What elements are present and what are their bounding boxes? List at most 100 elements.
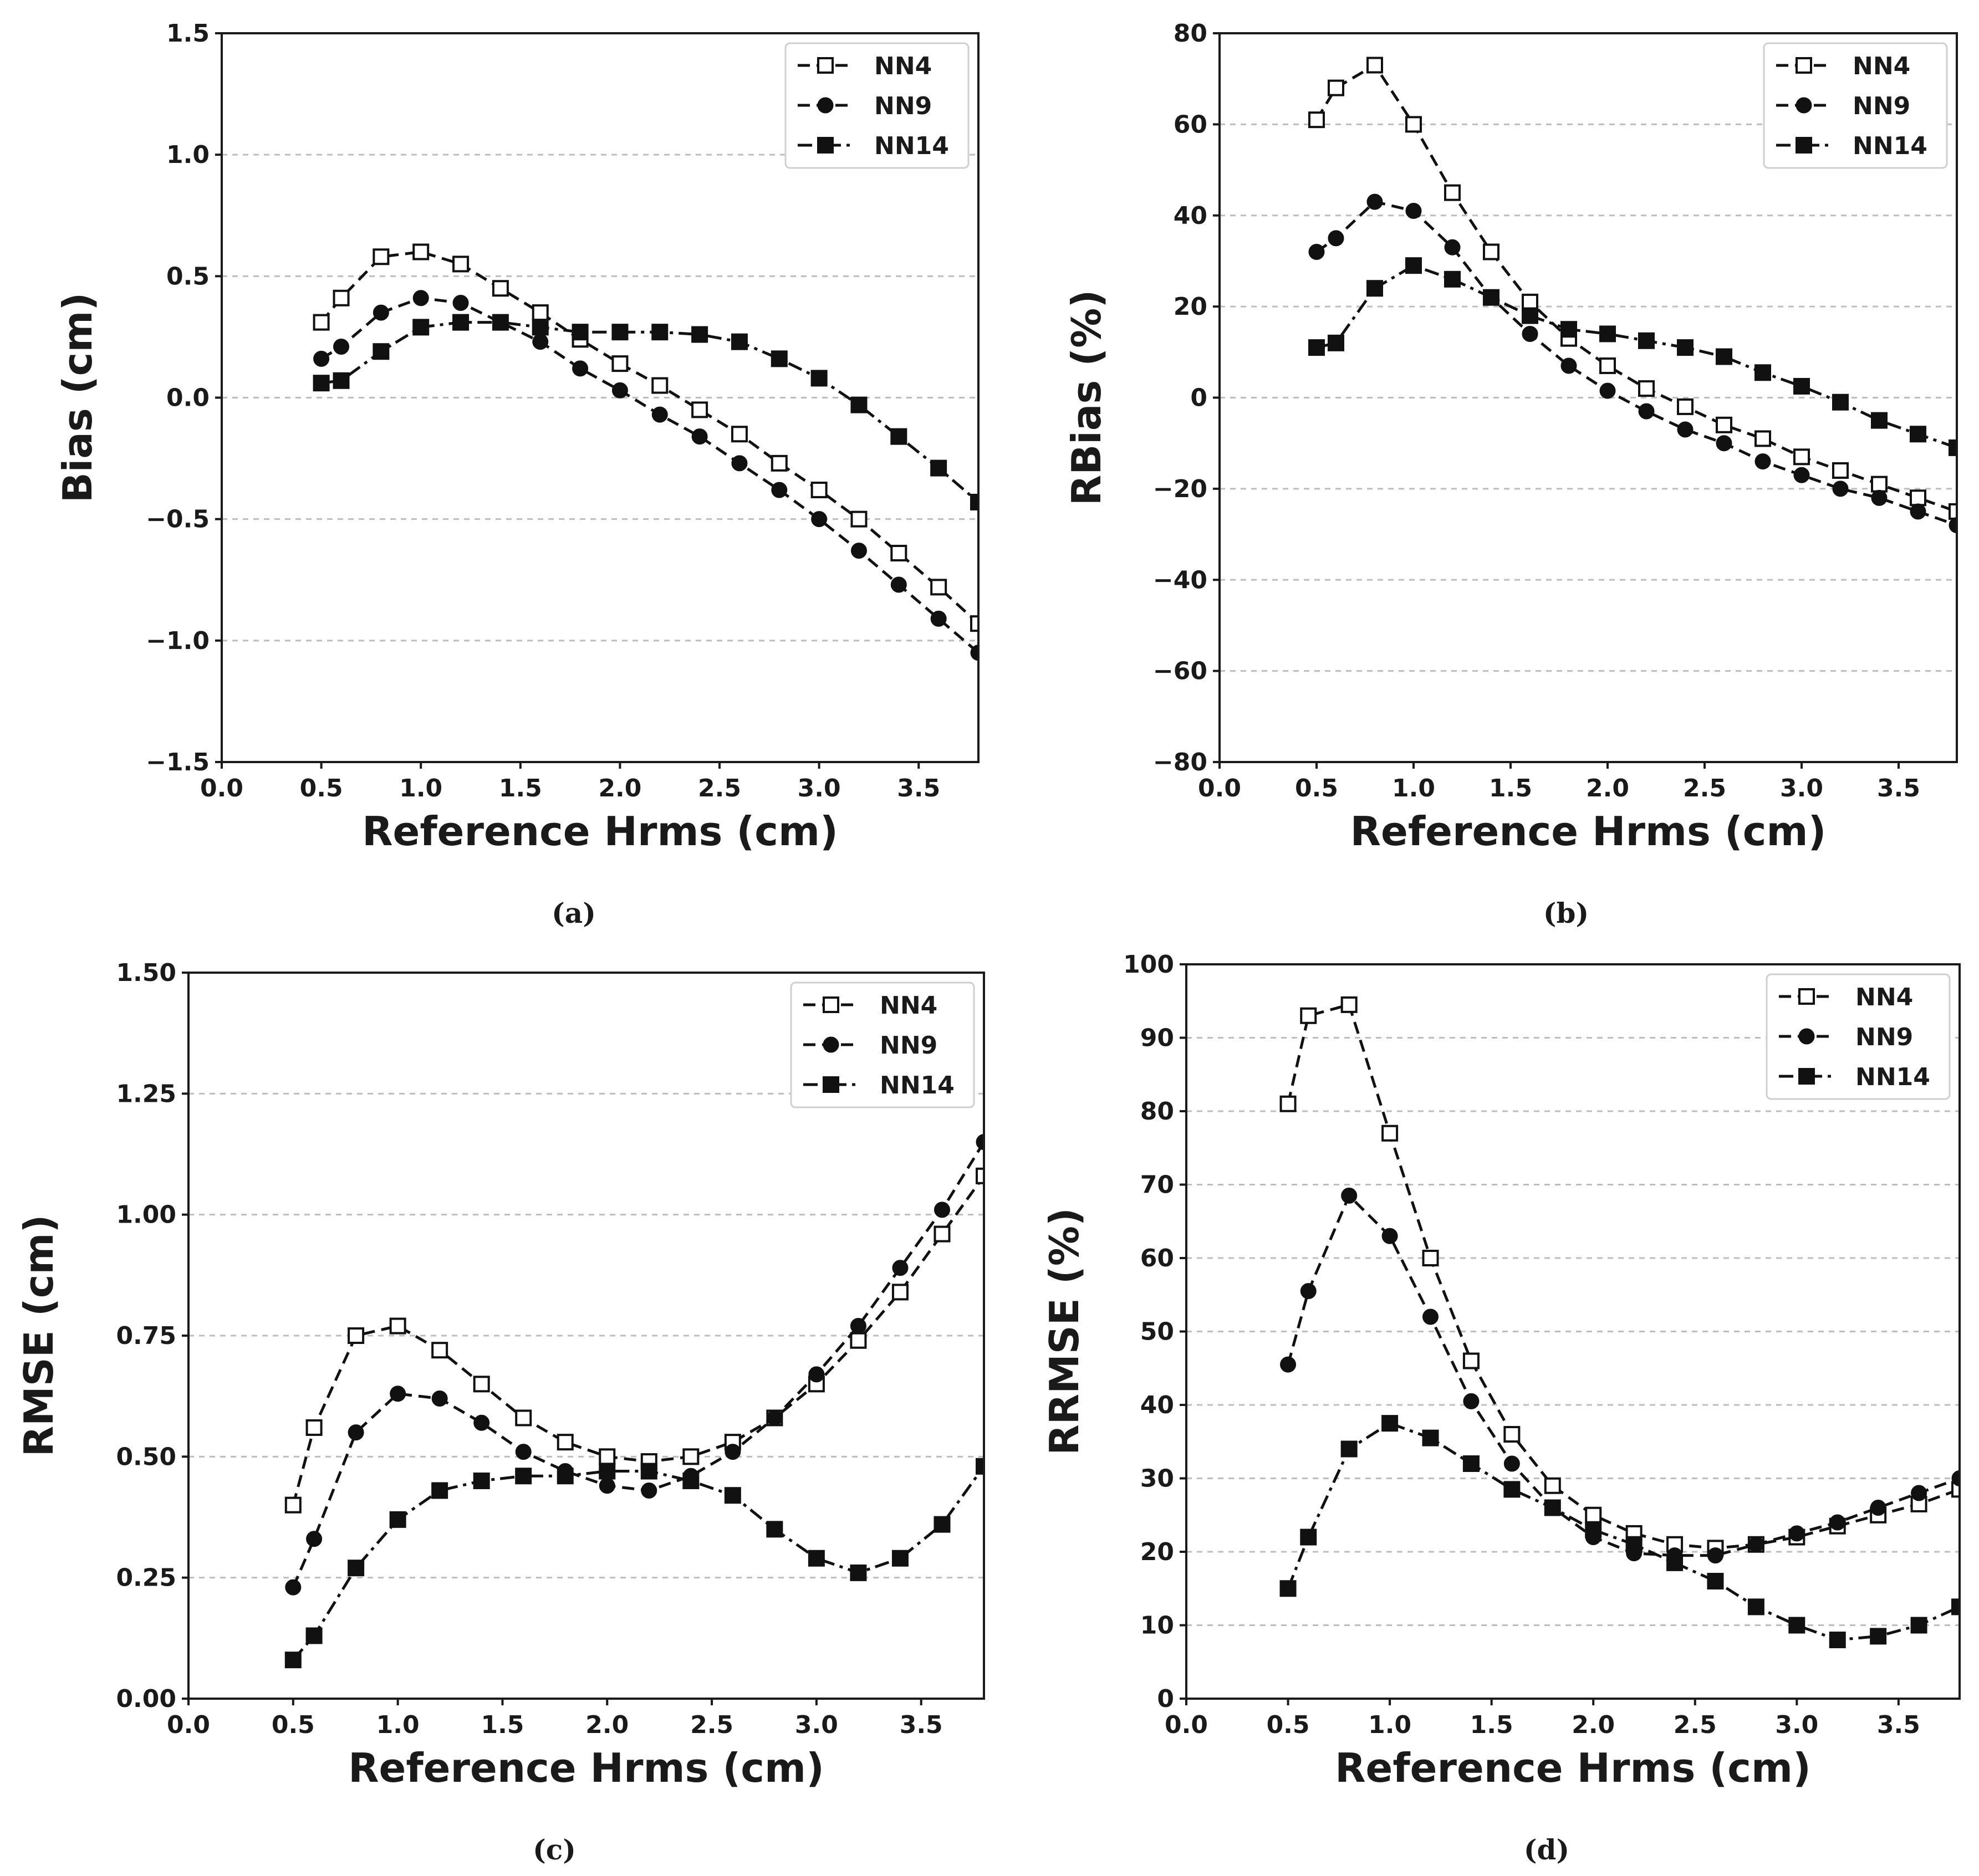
data-point-nn14 — [532, 319, 549, 336]
legend-marker-nn14 — [817, 137, 834, 154]
data-point-nn14 — [930, 459, 947, 477]
series-line-nn9 — [1287, 1193, 1960, 1557]
y-tick-label: 1.50 — [116, 959, 176, 987]
data-point-nn4 — [1462, 1352, 1480, 1369]
legend-label-nn9: NN9 — [1853, 92, 1910, 120]
caption-d: (d) — [1524, 1833, 1569, 1866]
series-line-nn14 — [292, 1465, 984, 1661]
data-point-nn14 — [1585, 1521, 1602, 1538]
data-point-nn4 — [930, 579, 947, 596]
x-axis: 0.0 0.5 1.0 1.5 2.0 2.5 3.0 3.5 — [200, 762, 940, 802]
y-tick-label: 10 — [1140, 1612, 1174, 1640]
data-point-nn14 — [771, 350, 788, 367]
legend: NN4 NN9 NN14 — [1763, 42, 1948, 169]
data-point-nn4 — [1910, 489, 1926, 507]
y-tick-label: 1.00 — [116, 1201, 176, 1229]
data-point-nn9 — [599, 1478, 615, 1494]
series-line-nn14 — [1287, 1422, 1960, 1642]
x-tick-label: 2.5 — [1674, 1711, 1717, 1739]
data-point-nn4 — [976, 1167, 984, 1184]
data-point-nn4 — [412, 243, 430, 260]
y-tick-label: 1.5 — [166, 19, 210, 48]
data-point-nn14 — [1544, 1499, 1561, 1516]
data-point-nn9 — [725, 1444, 741, 1460]
y-tick-label: 0.00 — [116, 1685, 176, 1713]
y-axis: −80 −60 −40 −20 0 20 40 60 80 — [1153, 19, 1220, 776]
data-point-nn9 — [390, 1386, 406, 1402]
y-tick-label: 1.0 — [166, 141, 210, 169]
legend: NN4 NN9 NN14 — [790, 982, 975, 1108]
x-tick-label: 1.5 — [1470, 1711, 1513, 1739]
y-axis-label: RBias (%) — [1063, 290, 1110, 505]
legend-item-nn4: NN4 — [798, 52, 932, 80]
data-point-nn9 — [1951, 1470, 1960, 1486]
data-point-nn4 — [1340, 996, 1358, 1013]
legend-label-nn9: NN9 — [880, 1031, 937, 1060]
legend-box — [784, 42, 970, 169]
legend-label-nn14: NN14 — [880, 1071, 955, 1100]
x-tick-label: 2.5 — [1683, 774, 1726, 802]
x-axis: 0.0 0.5 1.0 1.5 2.0 2.5 3.0 3.5 — [167, 1699, 943, 1739]
data-point-nn14 — [557, 1468, 574, 1485]
data-point-nn4 — [850, 1332, 867, 1349]
data-point-nn14 — [970, 493, 978, 510]
data-point-nn14 — [890, 428, 907, 445]
data-point-nn14 — [313, 375, 330, 392]
data-point-nn4 — [1522, 293, 1538, 310]
data-point-nn14 — [389, 1511, 406, 1528]
legend-marker-nn9 — [1798, 1028, 1815, 1045]
data-point-nn4 — [810, 482, 828, 499]
data-point-nn9 — [1599, 382, 1616, 399]
legend-marker-nn4 — [823, 996, 839, 1013]
y-tick-label: −1.5 — [146, 748, 210, 776]
x-tick-label: 3.0 — [1775, 1711, 1818, 1739]
y-tick-label: 60 — [1174, 110, 1207, 139]
data-point-nn4 — [1871, 476, 1888, 493]
x-tick-label: 2.0 — [1572, 1711, 1615, 1739]
y-tick-label: 40 — [1174, 202, 1207, 230]
data-point-nn9 — [473, 1414, 490, 1431]
y-axis: −1.5 −1.0 −0.5 0.0 0.5 1.0 1.5 — [146, 19, 222, 776]
data-point-nn9 — [1280, 1356, 1297, 1373]
data-point-nn4 — [284, 1496, 302, 1514]
chart-a: −1.5 −1.0 −0.5 0.0 0.5 1.0 1.5 0.0 0.5 1.0 1.5 2.0 2… — [54, 19, 980, 855]
data-point-nn14 — [1747, 1598, 1764, 1616]
data-point-nn9 — [934, 1202, 950, 1218]
x-tick-label: 1.5 — [499, 774, 542, 802]
legend-item-nn9: NN9 — [798, 92, 932, 120]
data-point-nn14 — [1381, 1415, 1399, 1432]
x-tick-label: 1.5 — [481, 1711, 524, 1739]
data-point-nn4 — [651, 377, 669, 394]
data-point-nn4 — [1503, 1426, 1521, 1443]
plot-frame — [221, 32, 980, 763]
data-point-nn14 — [452, 314, 470, 331]
data-point-nn9 — [373, 304, 389, 321]
data-point-nn14 — [1300, 1529, 1317, 1546]
data-point-nn9 — [1300, 1283, 1317, 1300]
x-tick-label: 2.5 — [698, 774, 741, 802]
data-point-nn14 — [473, 1473, 490, 1489]
x-axis-label: Reference Hrms (cm) — [1350, 808, 1827, 855]
data-point-nn9 — [976, 1134, 984, 1151]
x-tick-label: 1.0 — [1392, 774, 1435, 802]
data-point-nn9 — [348, 1424, 364, 1441]
data-point-nn14 — [572, 324, 589, 341]
y-tick-label: 0.5 — [166, 262, 210, 290]
legend-label-nn9: NN9 — [1855, 1023, 1913, 1051]
data-point-nn4 — [473, 1376, 490, 1393]
x-tick-label: 0.0 — [1198, 774, 1241, 802]
data-point-nn14 — [333, 372, 350, 389]
data-point-nn9 — [1503, 1455, 1520, 1472]
data-point-nn9 — [1949, 517, 1957, 534]
data-point-nn14 — [492, 314, 509, 331]
data-point-nn9 — [431, 1391, 448, 1407]
data-point-nn14 — [1522, 307, 1538, 324]
legend-marker-nn9 — [1796, 97, 1812, 114]
data-area — [284, 1134, 984, 1669]
data-point-nn14 — [1666, 1554, 1684, 1571]
data-point-nn9 — [1910, 503, 1926, 520]
x-tick-label: 3.0 — [1780, 774, 1823, 802]
data-point-nn9 — [1754, 453, 1771, 470]
data-point-nn14 — [1949, 439, 1957, 456]
y-tick-label: 80 — [1140, 1097, 1174, 1126]
